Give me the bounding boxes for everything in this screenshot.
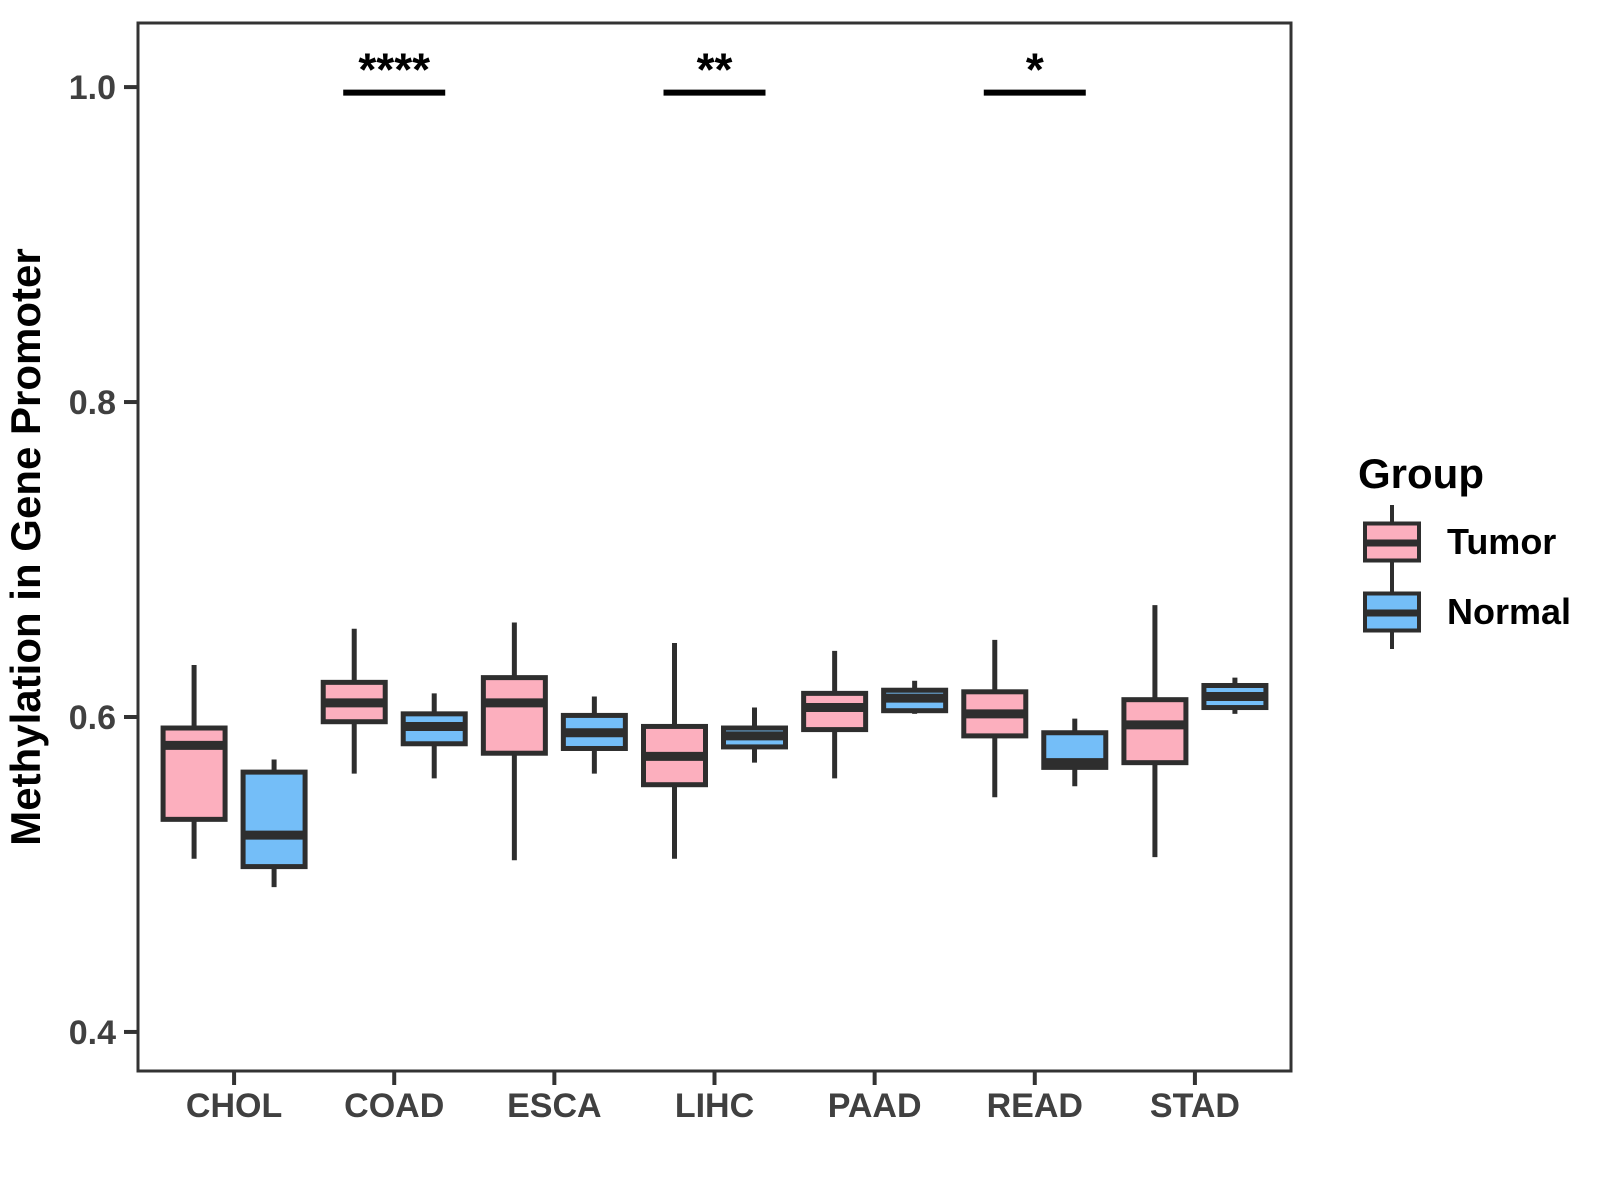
- boxplot-paad-normal: [881, 680, 949, 714]
- boxplot-lihc-normal: [721, 707, 788, 763]
- box: [1121, 697, 1189, 766]
- boxplot-esca-tumor: [480, 622, 548, 861]
- boxplot-stad-normal: [1201, 677, 1269, 714]
- legend-item-tumor: Tumor: [1363, 505, 1556, 579]
- significance-stars: ****: [358, 44, 430, 96]
- legend-key-boxplot-icon: [1363, 505, 1421, 579]
- legend-title: Group: [1358, 450, 1484, 497]
- significance-read: *: [983, 44, 1086, 96]
- boxplot-chol-tumor: [160, 665, 228, 859]
- legend-key-boxplot-icon: [1363, 575, 1421, 649]
- x-axis-tick-label-read: READ: [987, 1087, 1083, 1125]
- legend: Group Tumor Normal: [1358, 450, 1571, 649]
- boxplot-esca-normal: [560, 696, 628, 774]
- legend-item-normal: Normal: [1363, 575, 1571, 649]
- boxplot-stad-tumor: [1121, 605, 1189, 858]
- significance-stars: *: [1026, 44, 1044, 96]
- y-axis-tick-label: 0.8: [69, 384, 116, 422]
- legend-item-label: Normal: [1447, 591, 1571, 632]
- boxplot-chol-normal: [240, 759, 308, 888]
- box: [480, 675, 548, 756]
- x-axis-tick-label-esca: ESCA: [507, 1087, 601, 1125]
- boxplot-coad-tumor: [320, 628, 388, 774]
- significance-coad: ****: [343, 44, 446, 96]
- panel-border: [136, 21, 1293, 1073]
- x-axis-tick-label-paad: PAAD: [828, 1087, 922, 1125]
- x-axis-tick-label-stad: STAD: [1150, 1087, 1240, 1125]
- significance-lihc: **: [663, 44, 766, 96]
- significance-stars: **: [697, 44, 733, 96]
- y-axis-tick-label: 0.4: [69, 1014, 116, 1052]
- box: [240, 769, 308, 870]
- boxplot-paad-tumor: [801, 650, 869, 779]
- boxplot-coad-normal: [400, 693, 468, 779]
- y-axis-tick-label: 1.0: [69, 69, 116, 107]
- x-axis-tick-label-coad: COAD: [344, 1087, 444, 1125]
- boxplot-read-tumor: [961, 639, 1029, 798]
- y-axis-title: Methylation in Gene Promoter: [2, 248, 49, 845]
- legend-item-label: Tumor: [1447, 521, 1556, 562]
- x-axis-tick-label-chol: CHOL: [186, 1087, 282, 1125]
- x-axis-tick-label-lihc: LIHC: [675, 1087, 754, 1125]
- boxplot-read-normal: [1041, 718, 1109, 787]
- boxplot-lihc-tumor: [641, 642, 708, 859]
- y-axis-tick-label: 0.6: [69, 699, 116, 737]
